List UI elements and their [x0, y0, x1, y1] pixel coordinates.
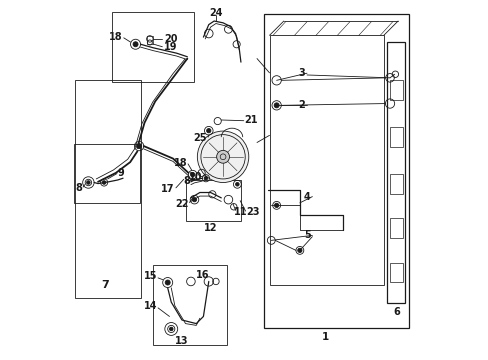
Text: 12: 12: [203, 222, 217, 233]
Bar: [75, 80, 141, 298]
Text: 18: 18: [173, 158, 187, 168]
Text: 11: 11: [233, 207, 247, 217]
Text: 8: 8: [183, 176, 190, 186]
Text: 4: 4: [303, 192, 310, 202]
Text: 24: 24: [209, 8, 222, 18]
Text: 2: 2: [298, 100, 305, 111]
Circle shape: [86, 181, 90, 184]
Text: 10: 10: [189, 172, 202, 183]
Text: 20: 20: [164, 34, 177, 44]
Circle shape: [274, 203, 278, 207]
Bar: [389, 127, 402, 147]
Bar: [146, 36, 153, 44]
Circle shape: [165, 280, 170, 285]
Circle shape: [297, 248, 302, 252]
Bar: [389, 219, 402, 238]
Text: 15: 15: [143, 271, 157, 282]
Text: 13: 13: [175, 336, 188, 346]
Text: 19: 19: [164, 42, 177, 52]
Circle shape: [133, 42, 138, 47]
Bar: [264, 14, 408, 328]
Text: 25: 25: [193, 133, 206, 143]
Circle shape: [274, 103, 279, 108]
Text: 6: 6: [392, 307, 399, 317]
Bar: [74, 144, 140, 203]
Circle shape: [216, 150, 229, 163]
Circle shape: [169, 327, 173, 331]
Circle shape: [136, 144, 142, 149]
Bar: [389, 80, 402, 100]
Bar: [389, 174, 402, 194]
Text: 17: 17: [161, 184, 175, 194]
Text: 5: 5: [303, 230, 310, 240]
Bar: [386, 42, 405, 303]
Text: 7: 7: [101, 280, 109, 291]
Text: 1: 1: [322, 332, 329, 342]
Circle shape: [190, 172, 194, 177]
Circle shape: [235, 183, 239, 186]
Text: 8: 8: [75, 183, 82, 193]
Text: 3: 3: [298, 68, 305, 78]
Text: 21: 21: [244, 115, 258, 125]
Text: 16: 16: [195, 270, 209, 280]
Text: 23: 23: [246, 207, 259, 217]
Bar: [185, 180, 241, 221]
Circle shape: [102, 181, 106, 184]
Circle shape: [203, 176, 207, 180]
Circle shape: [206, 129, 210, 133]
Bar: [153, 265, 226, 345]
Bar: [269, 35, 383, 285]
Bar: [389, 263, 402, 282]
Text: 18: 18: [108, 32, 122, 42]
Text: 9: 9: [118, 168, 124, 178]
Circle shape: [192, 198, 196, 202]
Bar: [112, 12, 194, 82]
Text: 14: 14: [143, 301, 157, 311]
Text: 22: 22: [175, 199, 188, 208]
Circle shape: [197, 131, 248, 183]
